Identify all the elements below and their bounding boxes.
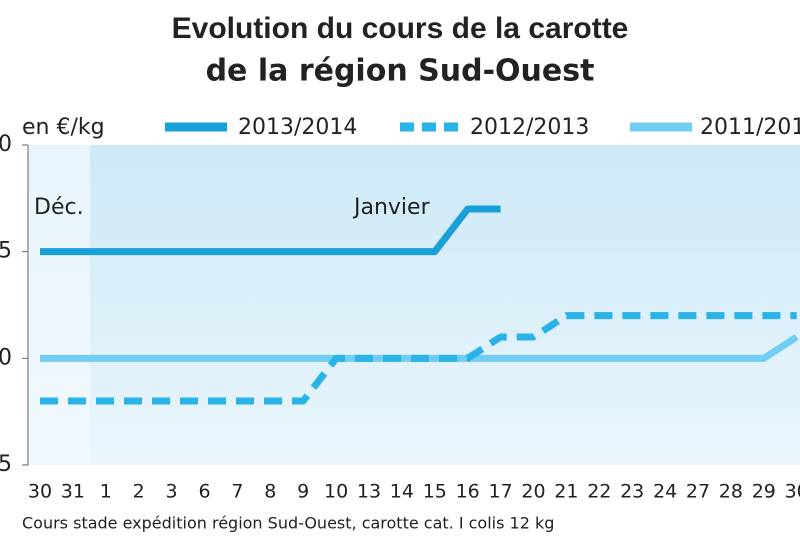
x-tick-label: 1 xyxy=(100,481,112,503)
x-tick-label: 29 xyxy=(752,481,776,503)
x-tick-label: 9 xyxy=(297,481,309,503)
x-tick-label: 17 xyxy=(489,481,513,503)
x-tick-label: 6 xyxy=(198,481,210,503)
x-tick-label: 13 xyxy=(357,481,381,503)
x-tick-label: 21 xyxy=(554,481,578,503)
x-tick-label: 27 xyxy=(686,481,710,503)
x-tick-label: 24 xyxy=(653,481,677,503)
annotation: Déc. xyxy=(34,195,84,220)
series-line xyxy=(40,205,501,256)
y-tick-label: 0,45 xyxy=(0,452,12,477)
legend-label: 2011/2012 xyxy=(700,115,800,140)
x-tick-label: 10 xyxy=(324,481,348,503)
legend-label: 2013/2014 xyxy=(238,115,357,140)
x-tick-label: 3 xyxy=(166,481,178,503)
legend-label: 2012/2013 xyxy=(470,115,589,140)
x-tick-label: 23 xyxy=(620,481,644,503)
chart-subtitle: de la région Sud-Ouest xyxy=(206,54,595,89)
y-axis-label: en €/kg xyxy=(22,115,105,140)
x-tick-label: 8 xyxy=(264,481,276,503)
y-tick-label: 0,60 xyxy=(0,132,12,157)
x-tick-label: 31 xyxy=(61,481,85,503)
x-tick-label: 7 xyxy=(231,481,243,503)
series-line xyxy=(40,312,797,405)
x-tick-label: 16 xyxy=(456,481,480,503)
footnote: Cours stade expédition région Sud-Ouest,… xyxy=(22,514,554,533)
y-tick-label: 0,55 xyxy=(0,239,12,264)
x-tick-label: 28 xyxy=(719,481,743,503)
december-band xyxy=(28,145,90,465)
x-tick-label: 15 xyxy=(423,481,447,503)
annotation: Janvier xyxy=(352,195,431,220)
x-tick-label: 30 xyxy=(785,481,800,503)
y-tick-label: 0,50 xyxy=(0,345,12,370)
x-tick-label: 20 xyxy=(521,481,545,503)
x-tick-label: 14 xyxy=(390,481,414,503)
x-tick-label: 30 xyxy=(28,481,52,503)
x-tick-label: 2 xyxy=(133,481,145,503)
chart-title: Evolution du cours de la carotte xyxy=(172,12,629,45)
x-tick-label: 22 xyxy=(587,481,611,503)
plot-background xyxy=(28,145,800,465)
